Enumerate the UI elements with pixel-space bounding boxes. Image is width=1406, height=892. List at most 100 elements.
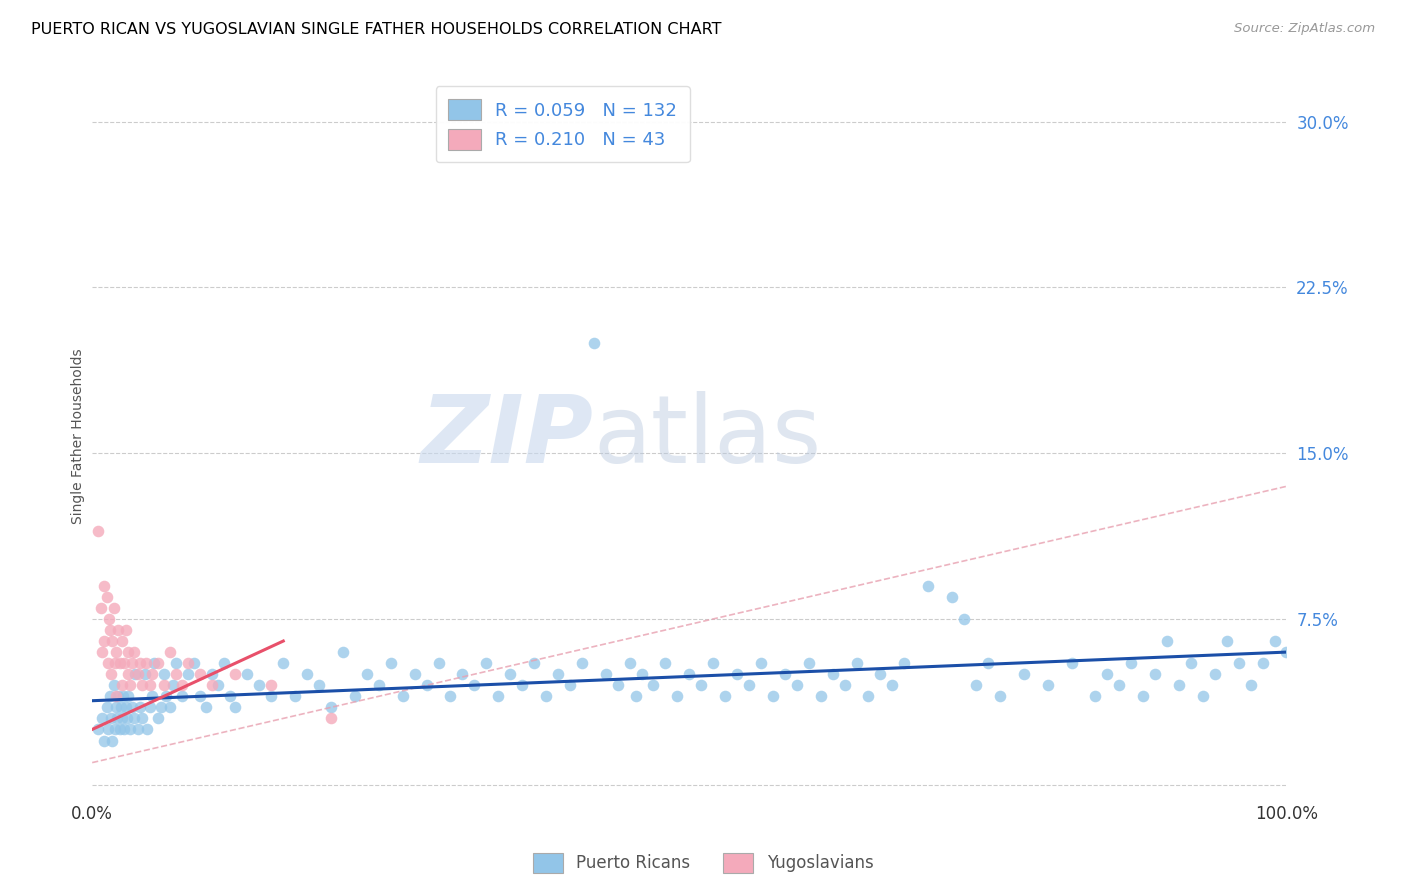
Point: [1132, 690, 1154, 704]
Point: [773, 667, 796, 681]
Point: [121, 656, 143, 670]
Point: [110, 700, 132, 714]
Point: [201, 678, 224, 692]
Point: [127, 667, 149, 681]
Point: [138, 700, 160, 714]
Point: [619, 656, 641, 670]
Point: [845, 656, 868, 670]
Point: [96, 590, 118, 604]
Point: [108, 656, 131, 670]
Point: [224, 700, 246, 714]
Point: [153, 678, 176, 692]
Point: [183, 656, 205, 670]
Point: [965, 678, 987, 692]
Point: [1144, 667, 1167, 681]
Point: [129, 700, 152, 714]
Point: [1060, 656, 1083, 670]
Point: [207, 678, 229, 692]
Point: [188, 667, 211, 681]
Point: [451, 667, 474, 681]
Point: [917, 579, 939, 593]
Point: [90, 645, 112, 659]
Point: [236, 667, 259, 681]
Point: [127, 723, 149, 737]
Point: [131, 711, 153, 725]
Point: [134, 667, 156, 681]
Point: [93, 733, 115, 747]
Point: [1168, 678, 1191, 692]
Point: [475, 656, 498, 670]
Point: [93, 634, 115, 648]
Point: [786, 678, 808, 692]
Point: [103, 600, 125, 615]
Point: [749, 656, 772, 670]
Point: [1192, 690, 1215, 704]
Point: [201, 667, 224, 681]
Point: [510, 678, 533, 692]
Point: [122, 645, 145, 659]
Point: [177, 656, 200, 670]
Point: [247, 678, 270, 692]
Point: [977, 656, 1000, 670]
Point: [141, 690, 163, 704]
Point: [391, 690, 413, 704]
Point: [103, 678, 125, 692]
Point: [356, 667, 378, 681]
Point: [690, 678, 713, 692]
Point: [666, 690, 689, 704]
Point: [523, 656, 546, 670]
Point: [131, 678, 153, 692]
Point: [114, 623, 136, 637]
Text: PUERTO RICAN VS YUGOSLAVIAN SINGLE FATHER HOUSEHOLDS CORRELATION CHART: PUERTO RICAN VS YUGOSLAVIAN SINGLE FATHE…: [31, 22, 721, 37]
Point: [1263, 634, 1285, 648]
Y-axis label: Single Father Households: Single Father Households: [72, 349, 86, 524]
Point: [343, 690, 366, 704]
Point: [93, 579, 115, 593]
Point: [159, 645, 181, 659]
Point: [122, 711, 145, 725]
Point: [582, 335, 605, 350]
Text: atlas: atlas: [593, 391, 823, 483]
Point: [129, 656, 152, 670]
Point: [114, 700, 136, 714]
Point: [834, 678, 856, 692]
Point: [1251, 656, 1274, 670]
Point: [1097, 667, 1119, 681]
Point: [1121, 656, 1143, 670]
Point: [100, 667, 122, 681]
Point: [105, 645, 128, 659]
Point: [1240, 678, 1263, 692]
Point: [96, 700, 118, 714]
Point: [882, 678, 904, 692]
Point: [170, 690, 193, 704]
Point: [146, 656, 169, 670]
Point: [308, 678, 330, 692]
Point: [678, 667, 700, 681]
Point: [117, 690, 139, 704]
Point: [104, 656, 127, 670]
Point: [486, 690, 509, 704]
Point: [138, 678, 160, 692]
Point: [98, 623, 121, 637]
Text: ZIP: ZIP: [420, 391, 593, 483]
Point: [111, 678, 134, 692]
Point: [194, 700, 217, 714]
Point: [1216, 634, 1239, 648]
Point: [1180, 656, 1202, 670]
Point: [404, 667, 426, 681]
Point: [150, 700, 173, 714]
Point: [643, 678, 665, 692]
Point: [153, 667, 176, 681]
Point: [606, 678, 628, 692]
Point: [1275, 645, 1298, 659]
Point: [121, 700, 143, 714]
Point: [367, 678, 389, 692]
Point: [105, 690, 128, 704]
Point: [105, 711, 128, 725]
Point: [893, 656, 915, 670]
Point: [117, 667, 139, 681]
Point: [124, 667, 146, 681]
Point: [797, 656, 820, 670]
Point: [120, 723, 142, 737]
Point: [260, 690, 283, 704]
